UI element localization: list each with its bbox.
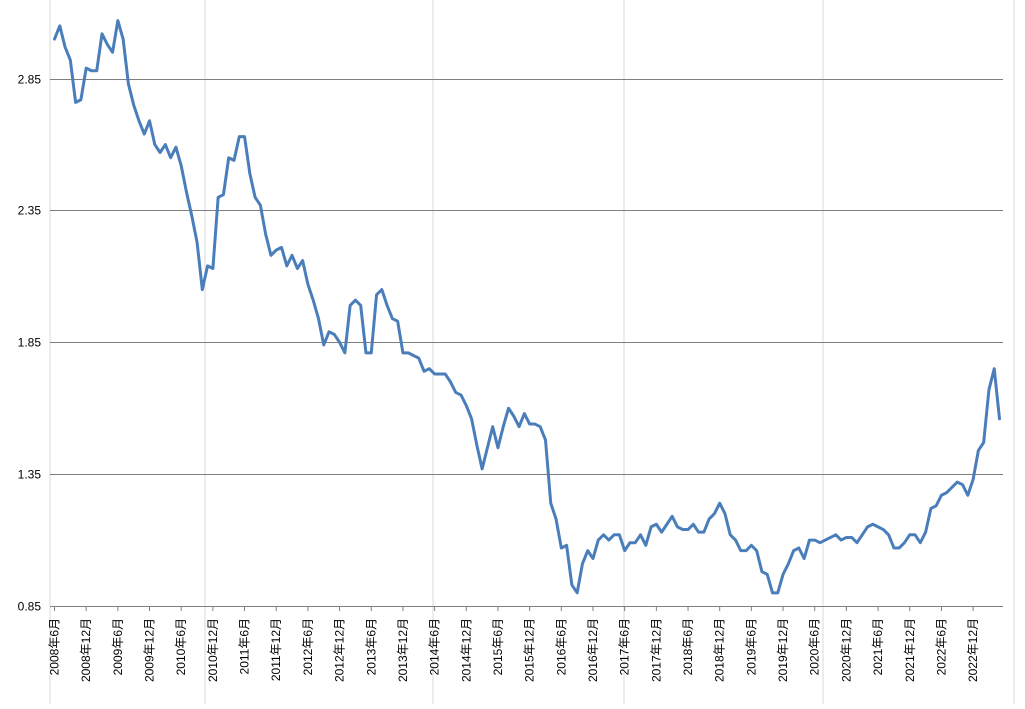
x-tick-label: 2017年12月 (649, 618, 663, 682)
vertical-gridlines (49, 0, 1015, 704)
x-tick-label: 2012年6月 (301, 618, 315, 675)
y-tick-label: 1.85 (18, 336, 42, 350)
x-tick-label: 2009年6月 (111, 618, 125, 675)
x-tick-label: 2009年12月 (143, 618, 157, 682)
y-tick-label: 1.35 (18, 468, 42, 482)
x-tick-label: 2011年12月 (269, 618, 283, 681)
x-tick-label: 2015年6月 (491, 618, 505, 675)
x-tick-label: 2015年12月 (523, 618, 537, 682)
y-tick-label: 2.85 (18, 73, 42, 87)
x-tick-label: 2021年12月 (903, 618, 917, 682)
x-tick-label: 2019年12月 (776, 618, 790, 682)
x-tick-label: 2008年12月 (79, 618, 93, 682)
horizontal-gridlines (50, 79, 1003, 475)
x-tick-label: 2008年6月 (48, 618, 62, 675)
x-tick-label: 2012年12月 (333, 618, 347, 682)
x-tick-label: 2018年6月 (681, 618, 695, 675)
x-tick-label: 2022年12月 (966, 618, 980, 682)
y-tick-label: 0.85 (18, 600, 42, 614)
x-tick-label: 2020年12月 (839, 618, 853, 682)
x-axis-tick-labels: 2008年6月 2008年12月 2009年6月 2009年12月 2010年6月 201… (48, 606, 980, 682)
x-tick-label: 2020年6月 (808, 618, 822, 675)
y-tick-label: 2.35 (18, 204, 42, 218)
x-tick-label: 2014年12月 (459, 618, 473, 682)
x-tick-label: 2010年6月 (174, 618, 188, 675)
y-axis-tick-labels: 0.85 1.35 1.85 2.35 2.85 (18, 73, 42, 614)
x-tick-label: 2010年12月 (206, 618, 220, 682)
x-tick-label: 2013年12月 (396, 618, 410, 682)
x-tick-label: 2016年6月 (554, 618, 568, 675)
x-tick-label: 2017年6月 (618, 618, 632, 675)
x-tick-label: 2019年6月 (744, 618, 758, 675)
x-tick-label: 2014年6月 (428, 618, 442, 675)
x-tick-label: 2022年6月 (934, 618, 948, 675)
series-line (53, 19, 1001, 595)
x-tick-label: 2011年6月 (238, 618, 252, 674)
x-tick-label: 2021年6月 (871, 618, 885, 675)
x-tick-label: 2016年12月 (586, 618, 600, 682)
x-tick-label: 2013年6月 (364, 618, 378, 675)
x-tick-label: 2018年12月 (713, 618, 727, 682)
